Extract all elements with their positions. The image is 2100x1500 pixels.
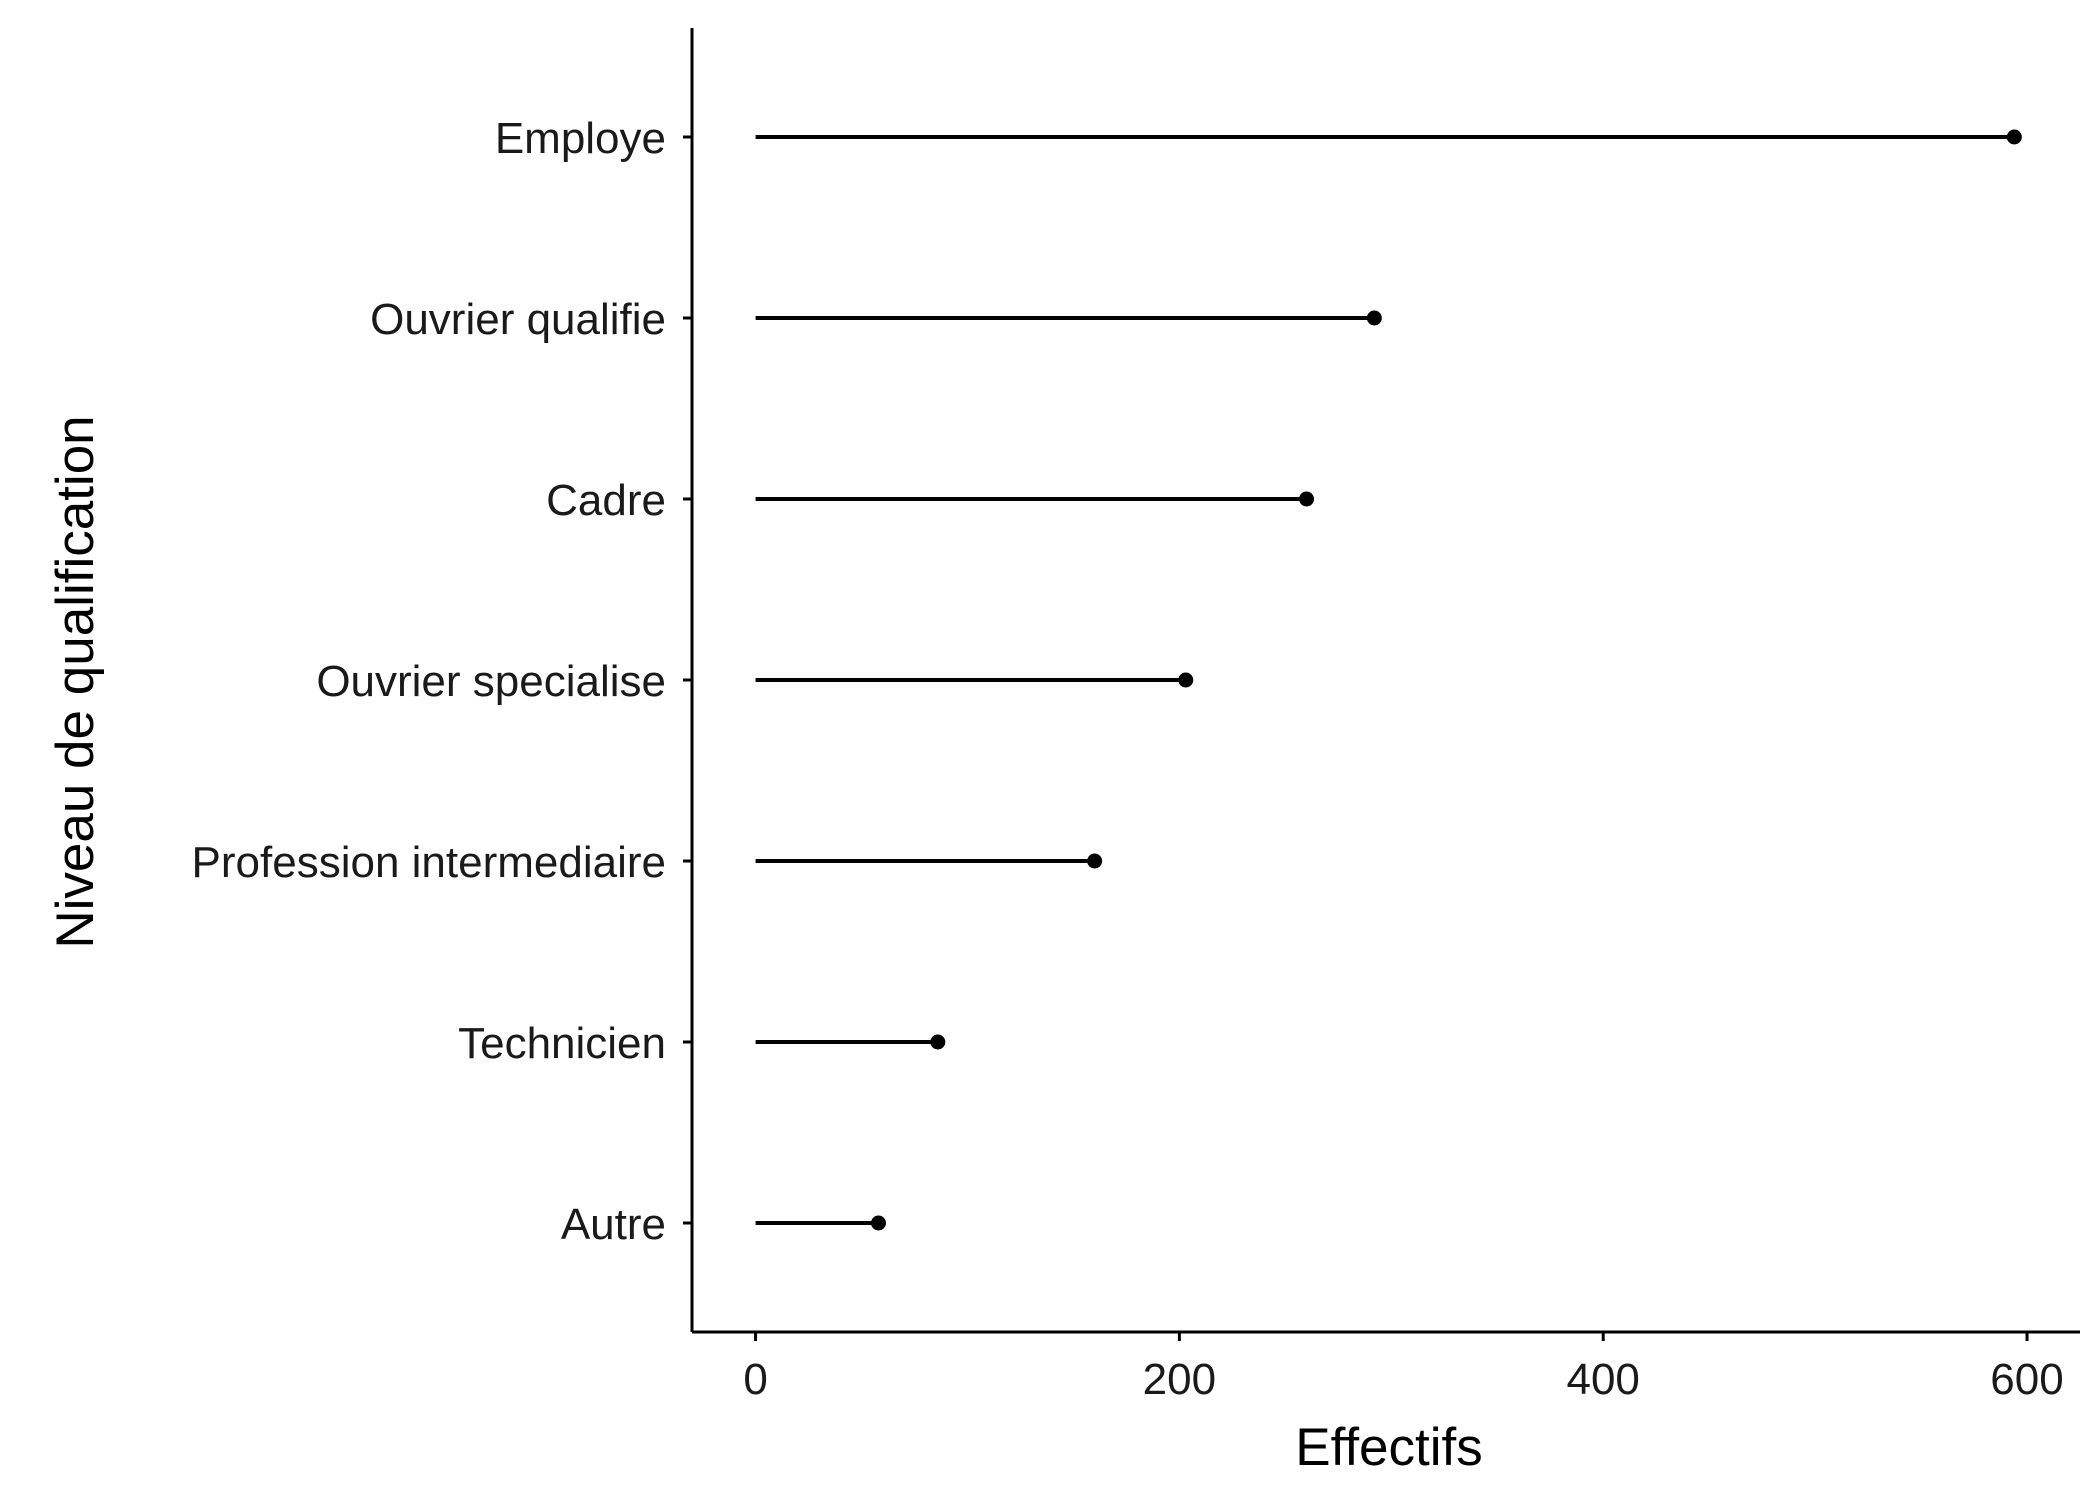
x-axis-title: Effectifs <box>1295 1418 1483 1477</box>
y-tick-label: Profession intermediaire <box>192 838 666 887</box>
lollipop-point <box>1366 310 1382 326</box>
x-tick-label: 0 <box>743 1355 767 1404</box>
y-axis-title: Niveau de qualification <box>46 415 105 948</box>
x-axis: 0 200 400 600 <box>692 1330 2080 1404</box>
y-tick-label: Employe <box>495 114 666 163</box>
y-tick-label: Ouvrier qualifie <box>370 295 666 344</box>
y-tick-label: Autre <box>561 1200 666 1249</box>
y-tick-label: Technicien <box>458 1019 666 1068</box>
lollipop-point <box>870 1215 886 1231</box>
x-tick-label: 400 <box>1566 1355 1639 1404</box>
lollipop-point <box>1299 491 1315 507</box>
lollipop-point <box>1178 672 1194 688</box>
lollipop-point <box>2006 129 2022 145</box>
lollipop-point <box>930 1034 946 1050</box>
lollipop-point <box>1087 853 1103 869</box>
y-axis: Employe Ouvrier qualifie Cadre Ouvrier spec… <box>192 28 694 1332</box>
x-tick-label: 200 <box>1143 1355 1216 1404</box>
y-tick-label: Ouvrier specialise <box>316 657 666 706</box>
x-tick-label: 600 <box>1990 1355 2063 1404</box>
y-tick-label: Cadre <box>546 476 666 525</box>
chart-marks <box>755 129 2022 1231</box>
